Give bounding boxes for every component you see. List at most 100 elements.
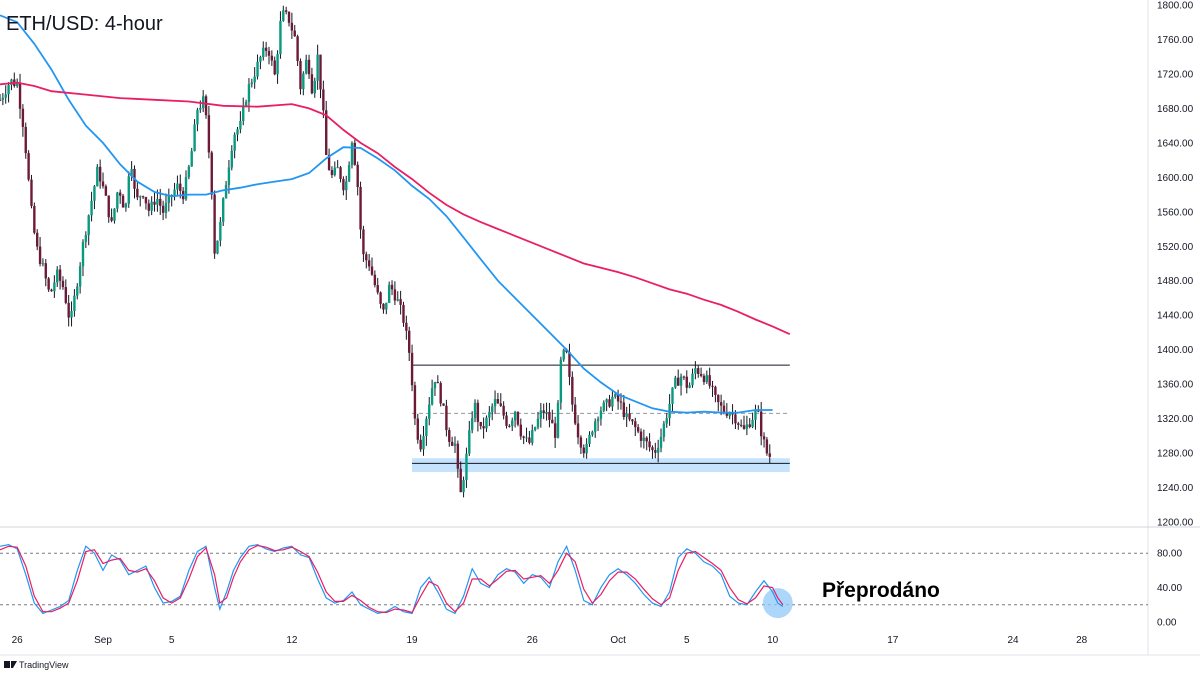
time-tick-label: 19	[407, 635, 419, 646]
candle-up	[556, 402, 560, 438]
candle-up	[176, 183, 179, 190]
candle-up	[247, 84, 251, 102]
time-tick-label: 5	[169, 635, 175, 646]
candle-down	[376, 285, 379, 293]
oscillator-tick-label: 0.00	[1157, 618, 1177, 629]
candle-up	[596, 418, 600, 422]
candle-up	[96, 166, 99, 187]
support-zone	[412, 458, 790, 473]
candle-up	[236, 129, 239, 135]
candle-up	[167, 195, 171, 203]
candle-up	[642, 437, 646, 441]
candle-down	[711, 385, 714, 387]
candle-up	[173, 189, 176, 197]
candle-up	[184, 177, 188, 200]
candle-up	[201, 96, 205, 109]
candle-down	[144, 197, 148, 204]
candle-down	[33, 205, 36, 233]
time-tick-label: 17	[887, 635, 899, 646]
candle-down	[38, 246, 42, 264]
candle-down	[499, 403, 502, 406]
candle-up	[53, 282, 56, 292]
candle-down	[44, 263, 47, 279]
candle-down	[273, 60, 276, 75]
candle-up	[253, 76, 256, 83]
time-tick-label: 26	[12, 635, 24, 646]
price-tick-label: 1680.00	[1157, 104, 1194, 115]
candle-down	[179, 183, 182, 191]
candle-up	[513, 411, 517, 421]
candle-up	[754, 409, 757, 420]
candle-down	[390, 284, 394, 290]
candle-up	[199, 108, 202, 110]
candle-down	[528, 437, 531, 443]
candle-down	[519, 424, 523, 437]
candle-up	[662, 423, 666, 437]
candle-down	[734, 414, 737, 424]
candle-down	[516, 411, 520, 425]
candle-down	[636, 427, 640, 432]
candle-up	[313, 80, 316, 94]
price-tick-label: 1360.00	[1157, 380, 1194, 391]
candle-up	[387, 284, 391, 303]
moving-average-slow-line	[0, 81, 791, 336]
candle-down	[104, 186, 108, 196]
candle-down	[631, 419, 634, 422]
candle-up	[124, 203, 128, 208]
candle-down	[290, 22, 294, 31]
candle-up	[282, 10, 285, 21]
time-tick-label: 5	[684, 635, 690, 646]
price-tick-label: 1440.00	[1157, 311, 1194, 322]
candle-down	[508, 425, 511, 427]
candle-down	[737, 423, 740, 425]
candle-down	[459, 468, 462, 493]
oscillator-tick-label: 40.00	[1157, 583, 1182, 594]
candle-down	[136, 188, 139, 198]
candle-up	[130, 168, 133, 177]
candle-down	[765, 439, 769, 454]
candle-down	[213, 194, 216, 254]
candle-down	[319, 54, 322, 90]
candle-down	[522, 436, 525, 438]
candle-down	[147, 203, 151, 211]
candle-down	[359, 187, 362, 230]
candle-up	[470, 418, 474, 431]
candle-up	[256, 61, 259, 77]
candle-down	[579, 437, 583, 448]
candle-down	[307, 59, 311, 75]
candle-down	[310, 74, 314, 94]
candle-down	[762, 436, 766, 440]
candle-down	[542, 410, 545, 414]
candle-up	[73, 295, 76, 311]
candle-down	[284, 10, 288, 12]
candle-down	[64, 287, 68, 303]
candle-up	[347, 165, 351, 182]
candle-down	[731, 413, 734, 415]
candle-up	[304, 59, 308, 74]
candle-up	[691, 373, 694, 386]
tradingview-logo-icon	[4, 661, 17, 668]
candle-down	[410, 352, 414, 386]
oscillator-k-line	[0, 543, 784, 615]
candle-down	[0, 99, 2, 101]
candle-down	[161, 205, 165, 213]
candle-up	[116, 192, 119, 209]
candle-up	[468, 430, 471, 454]
candle-up	[56, 269, 59, 283]
brand-label: TradingView	[19, 660, 69, 670]
time-tick-label: Oct	[610, 635, 626, 646]
candle-up	[7, 85, 10, 95]
candle-down	[456, 443, 460, 469]
candle-up	[428, 404, 431, 419]
candle-up	[219, 221, 222, 241]
candle-down	[327, 154, 331, 171]
candle-up	[164, 202, 168, 213]
candle-down	[719, 402, 723, 406]
candle-down	[622, 402, 626, 417]
candle-down	[399, 299, 402, 305]
candle-down	[267, 50, 271, 56]
candle-down	[634, 421, 637, 428]
candle-down	[107, 195, 110, 218]
candle-up	[262, 47, 265, 58]
candle-down	[645, 437, 648, 442]
